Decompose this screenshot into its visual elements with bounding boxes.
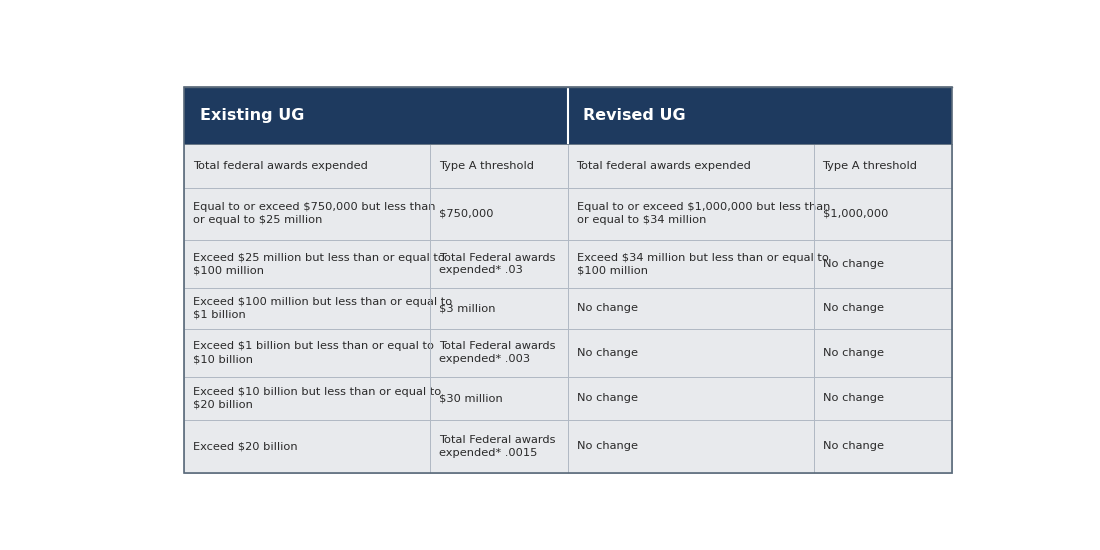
Bar <box>568 144 814 188</box>
Bar <box>814 377 952 420</box>
Bar <box>568 420 814 472</box>
Text: No change: No change <box>823 348 883 358</box>
Bar <box>430 420 568 472</box>
Bar <box>814 144 952 188</box>
Text: No change: No change <box>823 304 883 313</box>
Bar <box>185 144 430 188</box>
Text: Total Federal awards
expended* .0015: Total Federal awards expended* .0015 <box>439 435 556 458</box>
Bar <box>814 377 952 420</box>
Bar <box>814 329 952 377</box>
Bar <box>814 188 952 240</box>
Bar <box>185 377 430 420</box>
Bar <box>430 377 568 420</box>
Text: Total Federal awards
expended* .003: Total Federal awards expended* .003 <box>439 342 556 364</box>
Bar <box>185 288 430 329</box>
Bar <box>568 377 814 420</box>
Bar <box>814 240 952 288</box>
Text: No change: No change <box>823 441 883 452</box>
Bar <box>568 420 814 472</box>
Bar <box>185 420 430 472</box>
Bar <box>568 188 814 240</box>
Bar <box>814 420 952 472</box>
Bar <box>430 240 568 288</box>
Text: Exceed $34 million but less than or equal to
$100 million: Exceed $34 million but less than or equa… <box>576 252 828 276</box>
Bar <box>185 377 430 420</box>
Bar <box>430 188 568 240</box>
Text: Equal to or exceed $1,000,000 but less than
or equal to $34 million: Equal to or exceed $1,000,000 but less t… <box>576 202 829 225</box>
Bar <box>185 329 430 377</box>
Text: $30 million: $30 million <box>439 393 503 404</box>
Bar <box>185 87 568 144</box>
Bar <box>185 240 430 288</box>
Text: Exceed $100 million but less than or equal to
$1 billion: Exceed $100 million but less than or equ… <box>192 297 452 320</box>
Text: $3 million: $3 million <box>439 304 495 313</box>
Bar <box>568 144 814 188</box>
Bar <box>185 329 430 377</box>
Text: No change: No change <box>823 259 883 269</box>
Text: Revised UG: Revised UG <box>583 108 686 123</box>
Bar <box>814 144 952 188</box>
Text: Total Federal awards
expended* .03: Total Federal awards expended* .03 <box>439 252 556 276</box>
Text: $750,000: $750,000 <box>439 209 494 219</box>
Bar <box>430 288 568 329</box>
Bar <box>814 329 952 377</box>
Bar <box>568 377 814 420</box>
Bar <box>814 240 952 288</box>
Text: No change: No change <box>576 304 638 313</box>
Bar <box>185 420 430 472</box>
Bar <box>430 288 568 329</box>
Text: $1,000,000: $1,000,000 <box>823 209 888 219</box>
Bar <box>568 329 814 377</box>
Text: No change: No change <box>576 348 638 358</box>
Bar <box>814 188 952 240</box>
Bar <box>185 144 430 188</box>
Text: Exceed $1 billion but less than or equal to
$10 billion: Exceed $1 billion but less than or equal… <box>192 342 433 364</box>
Bar <box>430 329 568 377</box>
Bar <box>430 144 568 188</box>
Text: Exceed $20 billion: Exceed $20 billion <box>192 441 297 452</box>
Bar <box>185 188 430 240</box>
Bar <box>185 240 430 288</box>
Text: Existing UG: Existing UG <box>200 108 304 123</box>
Bar <box>814 288 952 329</box>
Text: No change: No change <box>823 393 883 404</box>
Text: Exceed $10 billion but less than or equal to
$20 billion: Exceed $10 billion but less than or equa… <box>192 387 441 410</box>
Bar <box>568 288 814 329</box>
Text: No change: No change <box>576 441 638 452</box>
Text: Total federal awards expended: Total federal awards expended <box>576 161 751 171</box>
Bar <box>814 420 952 472</box>
Bar <box>430 144 568 188</box>
Bar <box>185 87 952 472</box>
Bar <box>814 288 952 329</box>
Bar <box>568 329 814 377</box>
Bar <box>568 240 814 288</box>
Bar <box>430 420 568 472</box>
Bar <box>430 240 568 288</box>
Text: No change: No change <box>576 393 638 404</box>
Text: Total federal awards expended: Total federal awards expended <box>192 161 367 171</box>
Text: Type A threshold: Type A threshold <box>823 161 917 171</box>
Bar <box>430 377 568 420</box>
Bar <box>568 87 952 144</box>
Bar <box>430 188 568 240</box>
Bar <box>430 329 568 377</box>
Bar <box>568 240 814 288</box>
Bar <box>185 188 430 240</box>
Text: Exceed $25 million but less than or equal to
$100 million: Exceed $25 million but less than or equa… <box>192 252 444 276</box>
Bar <box>185 288 430 329</box>
Bar <box>568 288 814 329</box>
Text: Type A threshold: Type A threshold <box>439 161 534 171</box>
Text: Equal to or exceed $750,000 but less than
or equal to $25 million: Equal to or exceed $750,000 but less tha… <box>192 202 436 225</box>
Bar <box>568 188 814 240</box>
